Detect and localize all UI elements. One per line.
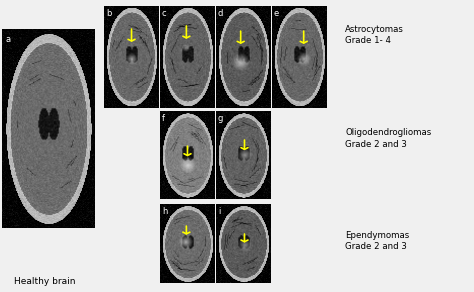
Text: e: e xyxy=(273,9,279,18)
Text: Oligodendrogliomas
Grade 2 and 3: Oligodendrogliomas Grade 2 and 3 xyxy=(345,128,431,149)
Text: c: c xyxy=(162,9,166,18)
Text: Healthy brain: Healthy brain xyxy=(14,277,76,286)
Text: g: g xyxy=(218,114,223,123)
Text: i: i xyxy=(218,207,220,216)
Text: d: d xyxy=(218,9,223,18)
Text: h: h xyxy=(162,207,167,216)
Text: Ependymomas
Grade 2 and 3: Ependymomas Grade 2 and 3 xyxy=(345,230,410,251)
Text: a: a xyxy=(5,35,10,44)
Text: f: f xyxy=(162,114,165,123)
Text: b: b xyxy=(106,9,111,18)
Text: Astrocytomas
Grade 1- 4: Astrocytomas Grade 1- 4 xyxy=(345,25,404,46)
